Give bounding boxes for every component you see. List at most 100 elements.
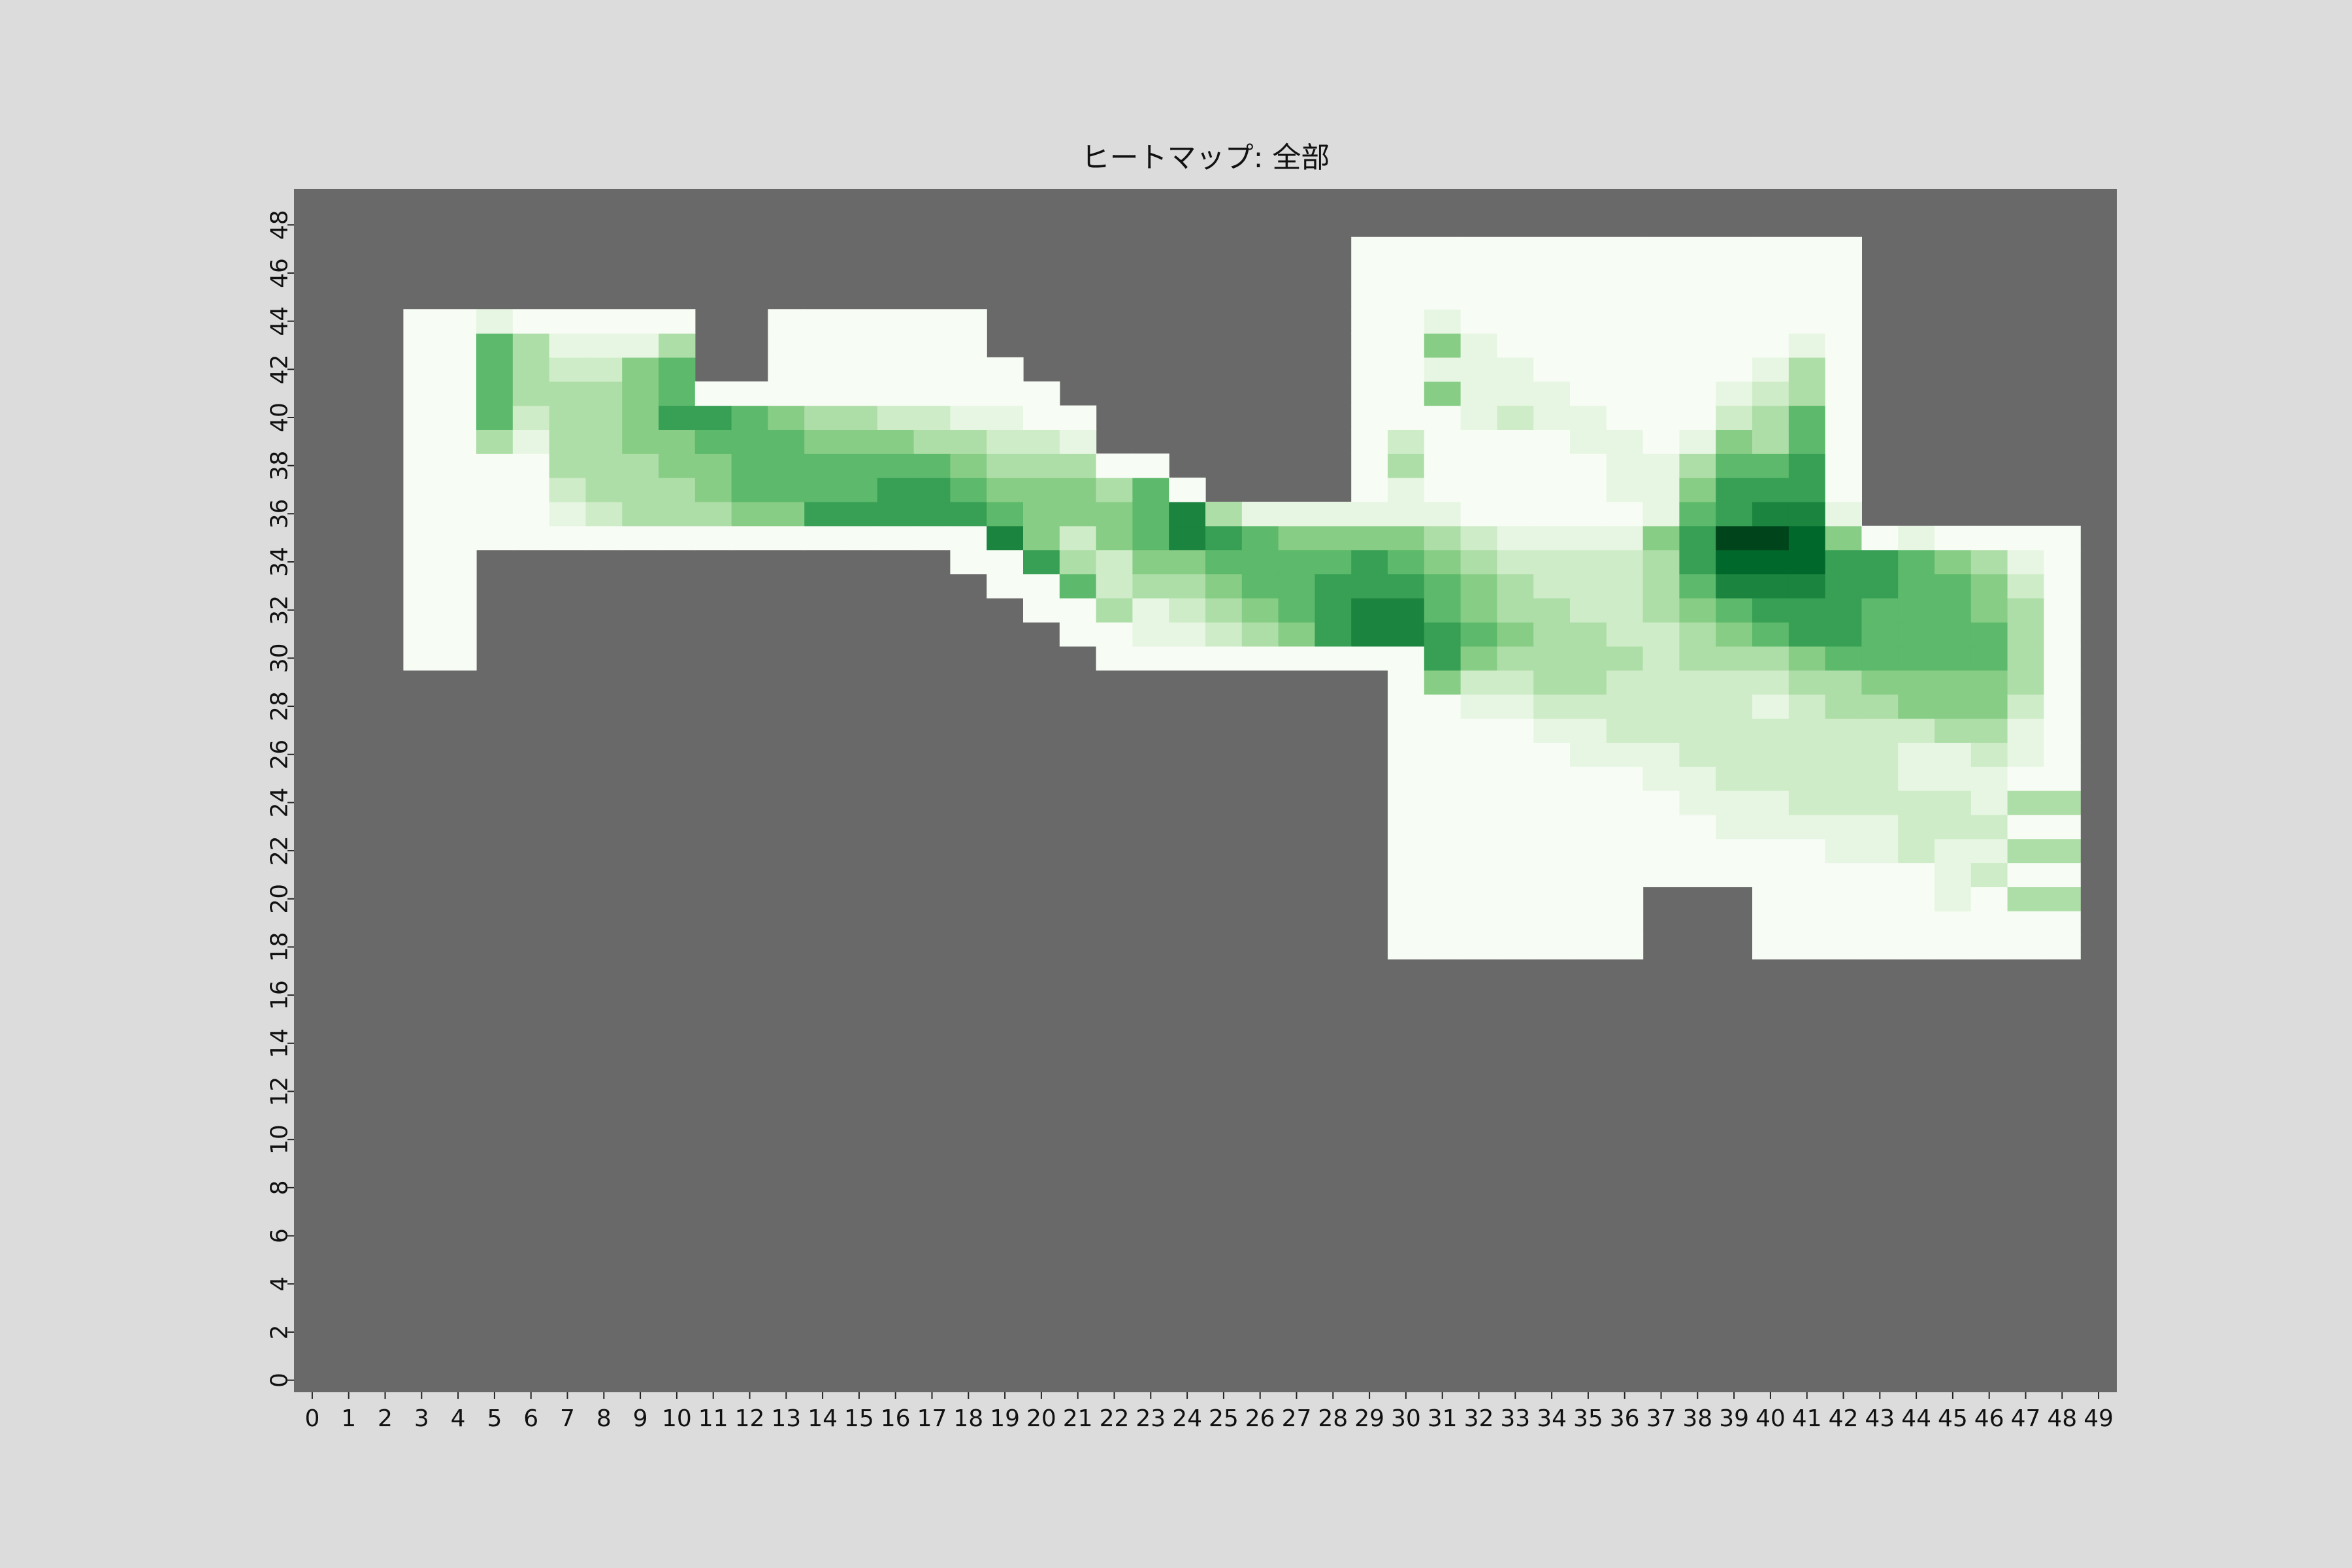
heatmap-cell (440, 333, 477, 358)
heatmap-cell (841, 405, 878, 430)
y-tick-label: 4 (267, 1277, 293, 1292)
heatmap-cell (1752, 766, 1789, 791)
heatmap-cell (1132, 645, 1169, 671)
heatmap-cell (659, 453, 696, 478)
heatmap-cell (1460, 791, 1497, 815)
heatmap-cell (1898, 574, 1935, 598)
y-tick-label: 6 (267, 1228, 293, 1243)
heatmap-cell (1642, 501, 1680, 527)
heatmap-cell (1752, 598, 1789, 623)
heatmap-cell (1679, 285, 1716, 310)
heatmap-cell (1752, 525, 1789, 551)
heatmap-cell (1606, 622, 1644, 647)
heatmap-cell (659, 309, 696, 334)
heatmap-cell (1388, 598, 1425, 623)
heatmap-cell (1424, 862, 1462, 887)
heatmap-cell (1898, 742, 1935, 767)
heatmap-cell (1716, 766, 1753, 791)
heatmap-cell (1752, 838, 1789, 864)
heatmap-cell (1023, 405, 1060, 430)
x-tick-label: 22 (1100, 1405, 1130, 1432)
y-tick-label: 44 (267, 306, 293, 336)
heatmap-cell (768, 333, 805, 358)
heatmap-cell (1059, 501, 1097, 527)
heatmap-cell (1788, 791, 1826, 815)
heatmap-cell (877, 525, 915, 551)
heatmap-cell (1169, 501, 1206, 527)
y-tick-label: 20 (267, 884, 293, 914)
x-tick-label: 24 (1172, 1405, 1202, 1432)
heatmap-cell (1096, 478, 1133, 502)
heatmap-cell (1825, 791, 1862, 815)
x-tick-label: 45 (1938, 1405, 1968, 1432)
heatmap-cell (585, 429, 623, 454)
y-tick-label: 8 (267, 1180, 293, 1195)
heatmap-cell (403, 381, 440, 406)
heatmap-cell (1679, 862, 1716, 887)
heatmap-cell (1096, 622, 1133, 647)
heatmap-cell (1606, 694, 1644, 719)
heatmap-cell (1716, 645, 1753, 671)
heatmap-cell (1424, 718, 1462, 743)
y-tick-label: 28 (267, 691, 293, 721)
heatmap-cell (1169, 645, 1206, 671)
heatmap-cell (440, 574, 477, 598)
heatmap-cell (549, 309, 586, 334)
heatmap-cell (403, 525, 440, 551)
heatmap-cell (476, 357, 514, 382)
heatmap-cell (1752, 381, 1789, 406)
heatmap-cell (585, 501, 623, 527)
x-tick-label: 33 (1500, 1405, 1530, 1432)
x-tick-label: 27 (1282, 1405, 1312, 1432)
heatmap-cell (1533, 429, 1571, 454)
heatmap-cell (1825, 670, 1862, 695)
heatmap-cell (913, 405, 951, 430)
heatmap-cell (1096, 645, 1133, 671)
heatmap-cell (1460, 574, 1497, 598)
heatmap-cell (1606, 501, 1644, 527)
heatmap-cell (2007, 862, 2044, 887)
heatmap-cell (1351, 357, 1388, 382)
heatmap-cell (950, 501, 987, 527)
heatmap-cell (950, 429, 987, 454)
heatmap-cell (1679, 791, 1716, 815)
heatmap-cell (1132, 501, 1169, 527)
heatmap-cell (1570, 814, 1607, 840)
heatmap-cell (1679, 333, 1716, 358)
heatmap-cell (1351, 405, 1388, 430)
heatmap-cell (1679, 309, 1716, 334)
heatmap-cell (877, 453, 915, 478)
heatmap-cell (1606, 453, 1644, 478)
heatmap-cell (1935, 911, 1972, 936)
heatmap-cell (1642, 333, 1680, 358)
heatmap-cell (913, 309, 951, 334)
heatmap-cell (1424, 478, 1462, 502)
heatmap-cell (1642, 478, 1680, 502)
heatmap-cell (1570, 381, 1607, 406)
heatmap-cell (2007, 622, 2044, 647)
heatmap-cell (1278, 549, 1315, 575)
heatmap-cell (1460, 405, 1497, 430)
x-tick-label: 1 (341, 1405, 356, 1432)
heatmap-cell (1788, 742, 1826, 767)
heatmap-cell (1861, 694, 1899, 719)
heatmap-cell (877, 478, 915, 502)
heatmap-cell (1861, 766, 1899, 791)
heatmap-cell (1898, 911, 1935, 936)
heatmap-cell (403, 622, 440, 647)
heatmap-cell (1424, 598, 1462, 623)
heatmap-cell (622, 501, 659, 527)
x-tick-label: 19 (990, 1405, 1020, 1432)
heatmap-cell (1388, 261, 1425, 286)
heatmap-cell (1241, 598, 1279, 623)
heatmap-cell (1898, 694, 1935, 719)
heatmap-cell (1460, 935, 1497, 960)
x-tick-label: 18 (953, 1405, 983, 1432)
heatmap-cell (1460, 333, 1497, 358)
heatmap-cell (950, 478, 987, 502)
heatmap-cell (1642, 718, 1680, 743)
heatmap-cell (1935, 670, 1972, 695)
heatmap-cell (1424, 887, 1462, 911)
heatmap-cell (1716, 237, 1753, 262)
y-tick-label: 2 (267, 1324, 293, 1339)
